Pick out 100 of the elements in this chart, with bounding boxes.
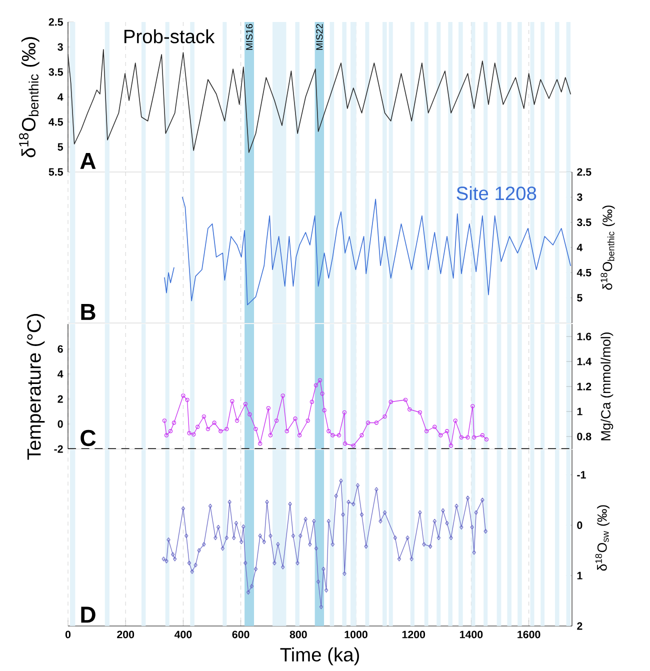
- point: [196, 424, 200, 429]
- point: [243, 402, 248, 406]
- x-tick-label: 600: [232, 630, 250, 638]
- point: [448, 444, 454, 448]
- point: [187, 431, 192, 436]
- y2-tick-label: 0.8: [577, 432, 592, 440]
- line-series: [68, 49, 571, 153]
- x-tick-label: 400: [174, 630, 192, 638]
- point: [192, 432, 196, 436]
- y-tick-label: 4.5: [48, 118, 63, 126]
- point: [366, 420, 370, 425]
- point: [360, 433, 364, 438]
- point: [351, 444, 356, 448]
- point: [202, 414, 206, 419]
- point: [418, 410, 422, 414]
- y2-tick-label: 4: [576, 244, 583, 252]
- point: [382, 414, 387, 419]
- point: [322, 408, 326, 412]
- y2-tick-label: 1: [577, 572, 582, 580]
- x-tick-label: 1200: [402, 630, 426, 638]
- y-tick-label: 5.5: [48, 168, 63, 176]
- point: [466, 435, 470, 440]
- y2-tick-label: 1.6: [577, 332, 592, 340]
- x-axis-title: Time (ka): [280, 647, 359, 666]
- point: [164, 433, 169, 438]
- point: [438, 433, 443, 438]
- point: [266, 406, 271, 410]
- point: [181, 394, 186, 398]
- point: [403, 398, 408, 402]
- y-tick-label: 4: [58, 93, 64, 101]
- y2-tick-label: 4.5: [576, 268, 592, 276]
- point: [388, 400, 393, 404]
- y-tick-label: 2: [58, 395, 63, 403]
- x-tick-label: 1000: [344, 630, 368, 638]
- band-label: MIS22: [316, 24, 323, 50]
- point: [472, 435, 476, 440]
- y-tick-label: 2.5: [48, 18, 63, 26]
- annotation: A: [80, 153, 96, 169]
- point: [470, 404, 475, 408]
- y-axis-title: Temperature (°C): [26, 314, 45, 460]
- point: [453, 418, 458, 423]
- y-tick-label: 3: [58, 43, 63, 51]
- point: [284, 429, 289, 434]
- point: [234, 418, 240, 423]
- band-label: MIS16: [246, 24, 253, 50]
- point: [374, 420, 379, 425]
- point: [314, 383, 318, 388]
- y2-tick-label: 3: [576, 193, 582, 201]
- series-label: Prob-stack: [124, 29, 215, 44]
- x-tick-label: 200: [117, 630, 134, 638]
- series-label: Site 1208: [456, 186, 536, 200]
- point: [330, 433, 335, 438]
- point: [280, 394, 285, 398]
- point: [444, 429, 450, 434]
- y2-tick-label: 5: [577, 294, 582, 302]
- y-tick-label: -2: [54, 445, 63, 453]
- point: [224, 426, 229, 432]
- y2-tick-label: 2: [577, 622, 582, 630]
- x-tick-label: 0: [65, 630, 71, 638]
- point: [268, 433, 273, 438]
- point: [248, 412, 252, 416]
- point: [310, 400, 314, 404]
- point: [168, 429, 173, 434]
- annotation: B: [81, 304, 96, 320]
- point: [218, 429, 223, 434]
- annotation: D: [81, 606, 96, 623]
- y-tick-label: 5: [58, 143, 63, 151]
- y2-tick-label: 3.5: [576, 218, 592, 226]
- point: [320, 392, 324, 396]
- y2-tick-label: 0: [577, 521, 582, 529]
- y2-tick-label: 1.2: [577, 382, 592, 390]
- point: [185, 398, 190, 402]
- point: [408, 407, 412, 412]
- x-tick-label: 1400: [460, 630, 483, 638]
- y2-axis-title: δ$^{18}$O$_{sw}$ (‰): [595, 505, 610, 571]
- point: [459, 435, 464, 440]
- y2-tick-label: 2.5: [577, 168, 592, 176]
- point: [326, 429, 331, 434]
- y-tick-label: 4: [58, 370, 64, 378]
- point: [274, 418, 279, 423]
- y-tick-label: 0: [58, 420, 63, 428]
- point: [172, 420, 176, 425]
- point: [230, 399, 234, 404]
- point: [254, 426, 258, 432]
- y-axis-title: δ$^{18}$O$_{benthic}$ (‰): [19, 37, 40, 158]
- point: [424, 429, 429, 434]
- y2-tick-label: 1.4: [577, 358, 592, 366]
- point: [306, 418, 310, 423]
- point: [318, 378, 322, 382]
- point: [258, 442, 262, 446]
- x-tick-label: 1600: [518, 630, 540, 638]
- point: [342, 442, 348, 446]
- y2-tick-label: 1: [577, 408, 582, 416]
- y-tick-label: 6: [58, 345, 63, 353]
- point: [206, 426, 210, 432]
- y2-tick-label: -1: [577, 471, 586, 478]
- point: [480, 433, 485, 438]
- point: [297, 433, 302, 438]
- point: [212, 420, 216, 425]
- point: [336, 433, 342, 438]
